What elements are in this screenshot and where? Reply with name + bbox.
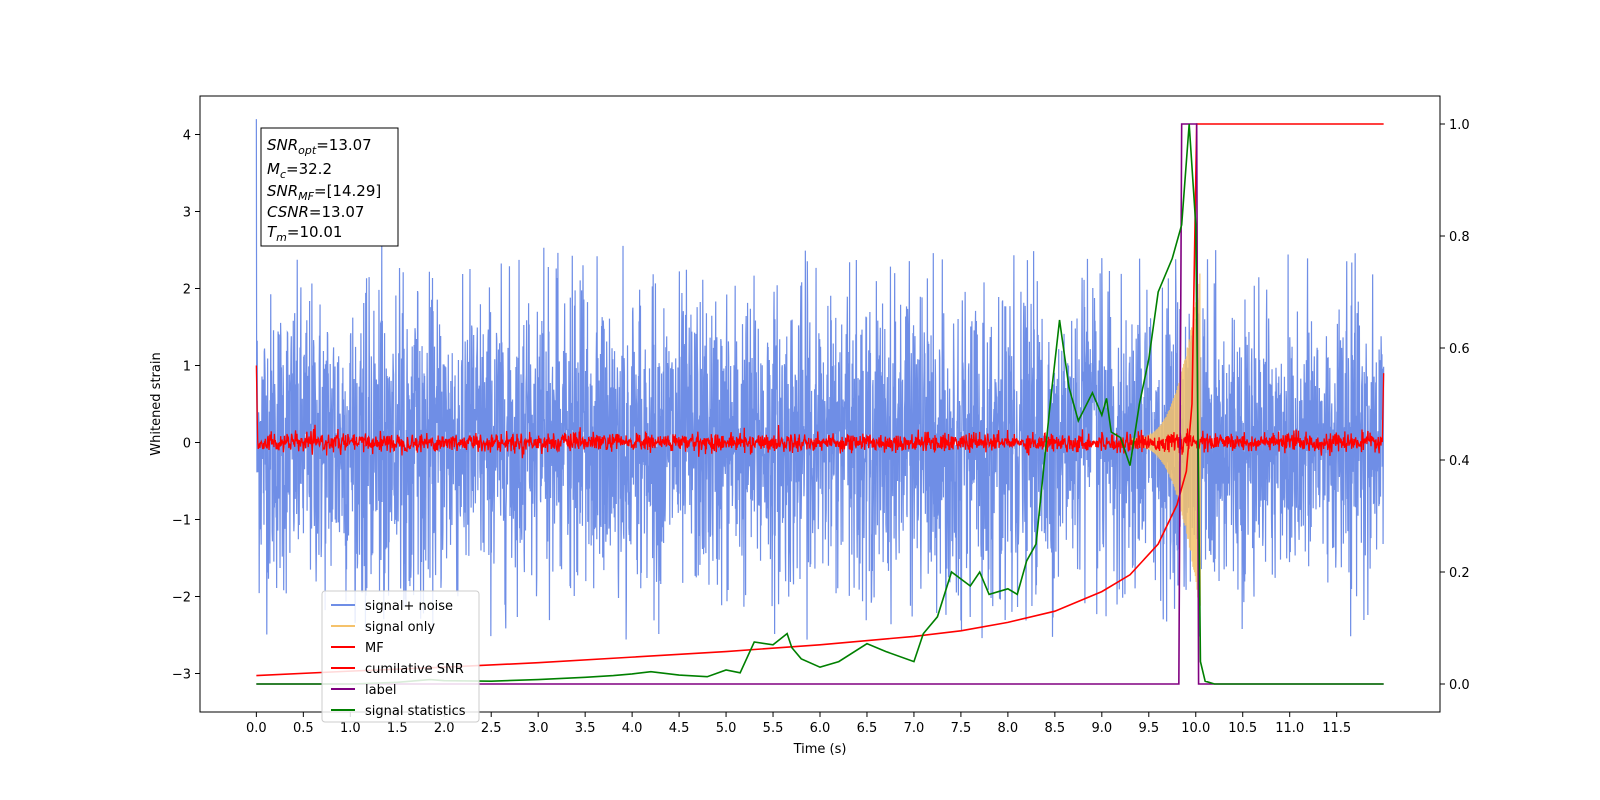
y-tick-label: 2 <box>183 283 191 298</box>
ann-snr-opt-sub: opt <box>298 144 317 157</box>
x-axis-label: Time (s) <box>793 742 847 757</box>
y-tick-label: 1 <box>183 360 191 375</box>
ann-snr-opt-value: =13.07 <box>316 136 372 154</box>
x-tick-label: 11.0 <box>1275 721 1304 736</box>
legend-label-signal-statistics: signal statistics <box>365 704 466 719</box>
svg-text:CSNR=13.07: CSNR=13.07 <box>267 203 364 221</box>
x-tick-label: 3.5 <box>575 721 596 736</box>
x-tick-label: 7.5 <box>951 721 972 736</box>
ann-snr-mf-value: =[14.29] <box>314 182 381 200</box>
y2-tick-label: 0.6 <box>1449 342 1470 357</box>
x-tick-label: 6.0 <box>810 721 831 736</box>
y2-tick-label: 0.0 <box>1449 678 1470 693</box>
x-tick-label: 3.0 <box>528 721 549 736</box>
x-tick-label: 2.0 <box>434 721 455 736</box>
legend-label-signal-noise: signal+ noise <box>365 599 453 614</box>
x-tick-label: 4.0 <box>622 721 643 736</box>
legend-label-label: label <box>365 683 396 698</box>
x-tick-label: 0.0 <box>246 721 267 736</box>
series-layer <box>255 119 1385 685</box>
x-tick-label: 10.0 <box>1181 721 1210 736</box>
x-tick-label: 8.0 <box>998 721 1019 736</box>
ann-mc-main: M <box>267 160 280 178</box>
x-tick-label: 5.5 <box>763 721 784 736</box>
ann-tm-value: =10.01 <box>287 223 343 241</box>
svg-text:SNRopt=13.07: SNRopt=13.07 <box>267 136 372 157</box>
ann-mc-value: =32.2 <box>286 160 332 178</box>
x-tick-label: 1.0 <box>340 721 361 736</box>
x-tick-label: 4.5 <box>669 721 690 736</box>
y2-tick-label: 0.4 <box>1449 454 1470 469</box>
x-tick-label: 5.0 <box>716 721 737 736</box>
annotation-box: SNRopt=13.07 Mc=32.2 SNRMF=[14.29] CSNR=… <box>260 127 399 247</box>
series-mf-line <box>255 365 1385 459</box>
legend-label-mf: MF <box>365 641 384 656</box>
y2-tick-label: 0.2 <box>1449 566 1470 581</box>
x-tick-label: 1.5 <box>387 721 408 736</box>
ann-snr-opt-main: SNR <box>267 136 298 154</box>
svg-text:SNRMF=[14.29]: SNRMF=[14.29] <box>267 182 381 203</box>
y-tick-label: 0 <box>183 437 191 452</box>
x-tick-label: 8.5 <box>1045 721 1066 736</box>
y-tick-label: −3 <box>172 668 191 683</box>
svg-text:Mc=32.2: Mc=32.2 <box>267 160 332 181</box>
y-tick-label: 4 <box>183 129 191 144</box>
ann-tm-main: T <box>267 223 278 241</box>
x-tick-label: 10.5 <box>1228 721 1257 736</box>
x-tick-label: 9.5 <box>1138 721 1159 736</box>
y2-tick-label: 1.0 <box>1449 118 1470 133</box>
svg-text:Tm=10.01: Tm=10.01 <box>267 223 342 244</box>
ann-csnr-value: =13.07 <box>309 203 365 221</box>
y2-tick-label: 0.8 <box>1449 230 1470 245</box>
legend-label-signal-only: signal only <box>365 620 435 635</box>
x-tick-label: 6.5 <box>857 721 878 736</box>
x-tick-label: 9.0 <box>1091 721 1112 736</box>
ann-tm-sub: m <box>276 231 287 244</box>
x-tick-label: 11.5 <box>1322 721 1351 736</box>
series-signal-statistics-line <box>256 123 1384 685</box>
ann-mc-sub: c <box>280 168 286 181</box>
legend: signal+ noise signal only MF cumilative … <box>321 590 480 723</box>
y-tick-label: −1 <box>172 514 191 529</box>
y-tick-label: 3 <box>183 206 191 221</box>
y-tick-label: −2 <box>172 591 191 606</box>
x-tick-label: 7.0 <box>904 721 925 736</box>
ann-snr-mf-main: SNR <box>267 182 298 200</box>
ann-csnr-main: CSNR <box>267 203 309 221</box>
y-axis-ticks: −3 −2 −1 0 1 2 3 4 <box>172 129 200 683</box>
legend-label-cumulative-snr: cumilative SNR <box>365 662 464 677</box>
y2-axis-ticks: 0.0 0.2 0.4 0.6 0.8 1.0 <box>1440 118 1470 693</box>
x-tick-label: 0.5 <box>293 721 314 736</box>
y-axis-label: Whitened strain <box>149 352 164 455</box>
x-axis-ticks: 0.0 0.5 1.0 1.5 2.0 2.5 3.0 3.5 4.0 4.5 5.0 5.5 6.0 6… <box>246 712 1351 736</box>
x-tick-label: 2.5 <box>481 721 502 736</box>
series-signal-noise-line <box>255 119 1385 640</box>
ann-snr-mf-sub: MF <box>298 190 314 203</box>
